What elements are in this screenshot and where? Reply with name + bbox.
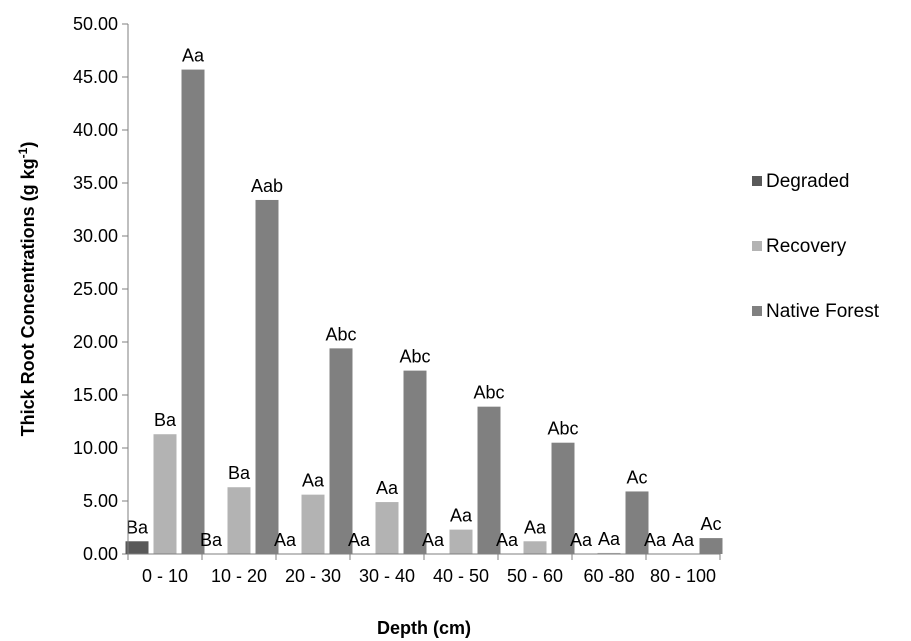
bar-degraded bbox=[126, 541, 149, 554]
data-label: Ba bbox=[200, 530, 223, 550]
data-label: Aa bbox=[376, 478, 399, 498]
x-tick-label: 60 -80 bbox=[583, 566, 634, 586]
legend-label: Native Forest bbox=[766, 301, 880, 322]
x-axis-ticks: 0 - 10 10 - 20 20 - 30 30 - 40 40 - 50 50 - 6… bbox=[128, 554, 720, 586]
data-label: Aa bbox=[348, 530, 371, 550]
y-tick-label: 50.00 bbox=[73, 14, 118, 34]
legend-label: Recovery bbox=[766, 236, 847, 257]
data-label: Aa bbox=[644, 530, 667, 550]
bar-native-forest bbox=[404, 371, 427, 554]
legend-swatch bbox=[752, 241, 762, 251]
y-tick-label: 25.00 bbox=[73, 279, 118, 299]
data-label: Ba bbox=[228, 463, 251, 483]
bar-recovery bbox=[450, 530, 473, 554]
bar-recovery bbox=[302, 495, 325, 554]
legend-label: Degraded bbox=[766, 171, 849, 192]
data-label: Aa bbox=[274, 530, 297, 550]
data-label: Aa bbox=[598, 529, 621, 549]
x-tick-label: 40 - 50 bbox=[433, 566, 489, 586]
y-tick-label: 0.00 bbox=[83, 544, 118, 564]
bar-native-forest bbox=[182, 70, 205, 554]
data-label: Abc bbox=[325, 324, 356, 344]
y-axis-ticks: 0.00 5.00 10.00 15.00 20.00 25.00 30.00 35.00 40… bbox=[73, 14, 128, 564]
y-tick-label: 5.00 bbox=[83, 491, 118, 511]
data-label: Aa bbox=[496, 530, 519, 550]
y-tick-label: 20.00 bbox=[73, 332, 118, 352]
x-tick-label: 50 - 60 bbox=[507, 566, 563, 586]
data-label: Abc bbox=[473, 383, 504, 403]
legend-swatch bbox=[752, 176, 762, 186]
data-label: Aa bbox=[450, 506, 473, 526]
data-label: Aab bbox=[251, 176, 283, 196]
data-label: Abc bbox=[547, 419, 578, 439]
y-tick-label: 45.00 bbox=[73, 67, 118, 87]
x-axis-title: Depth (cm) bbox=[377, 618, 471, 638]
y-axis-title-main: Thick Root Concentrations (g kg bbox=[18, 158, 38, 436]
bar-recovery bbox=[524, 541, 547, 554]
data-label: Aa bbox=[182, 46, 205, 66]
data-label: Aa bbox=[570, 530, 593, 550]
bar-recovery bbox=[154, 434, 177, 554]
bar-native-forest bbox=[700, 538, 723, 554]
data-label: Ba bbox=[126, 517, 149, 537]
x-tick-label: 30 - 40 bbox=[359, 566, 415, 586]
legend: Degraded Recovery Native Forest bbox=[752, 171, 880, 322]
x-tick-label: 10 - 20 bbox=[211, 566, 267, 586]
y-tick-label: 35.00 bbox=[73, 173, 118, 193]
y-tick-label: 40.00 bbox=[73, 120, 118, 140]
data-label: Abc bbox=[399, 347, 430, 367]
data-label: Ac bbox=[626, 467, 647, 487]
bar-native-forest bbox=[256, 200, 279, 554]
data-label: Ba bbox=[154, 410, 177, 430]
y-tick-label: 10.00 bbox=[73, 438, 118, 458]
x-tick-label: 20 - 30 bbox=[285, 566, 341, 586]
data-label: Aa bbox=[672, 530, 695, 550]
data-label: Aa bbox=[302, 471, 325, 491]
data-label: Aa bbox=[422, 530, 445, 550]
x-tick-label: 0 - 10 bbox=[142, 566, 188, 586]
bar-native-forest bbox=[330, 348, 353, 554]
bar-recovery bbox=[376, 502, 399, 554]
data-label: Ac bbox=[700, 514, 721, 534]
y-axis-title: Thick Root Concentrations (g kg-1) bbox=[16, 142, 38, 437]
x-tick-label: 80 - 100 bbox=[650, 566, 716, 586]
data-label: Aa bbox=[524, 517, 547, 537]
y-tick-label: 15.00 bbox=[73, 385, 118, 405]
bar-recovery bbox=[228, 487, 251, 554]
y-axis-title-sup: -1 bbox=[16, 147, 30, 158]
y-axis-title-close: ) bbox=[18, 142, 38, 148]
y-tick-label: 30.00 bbox=[73, 226, 118, 246]
legend-swatch bbox=[752, 306, 762, 316]
